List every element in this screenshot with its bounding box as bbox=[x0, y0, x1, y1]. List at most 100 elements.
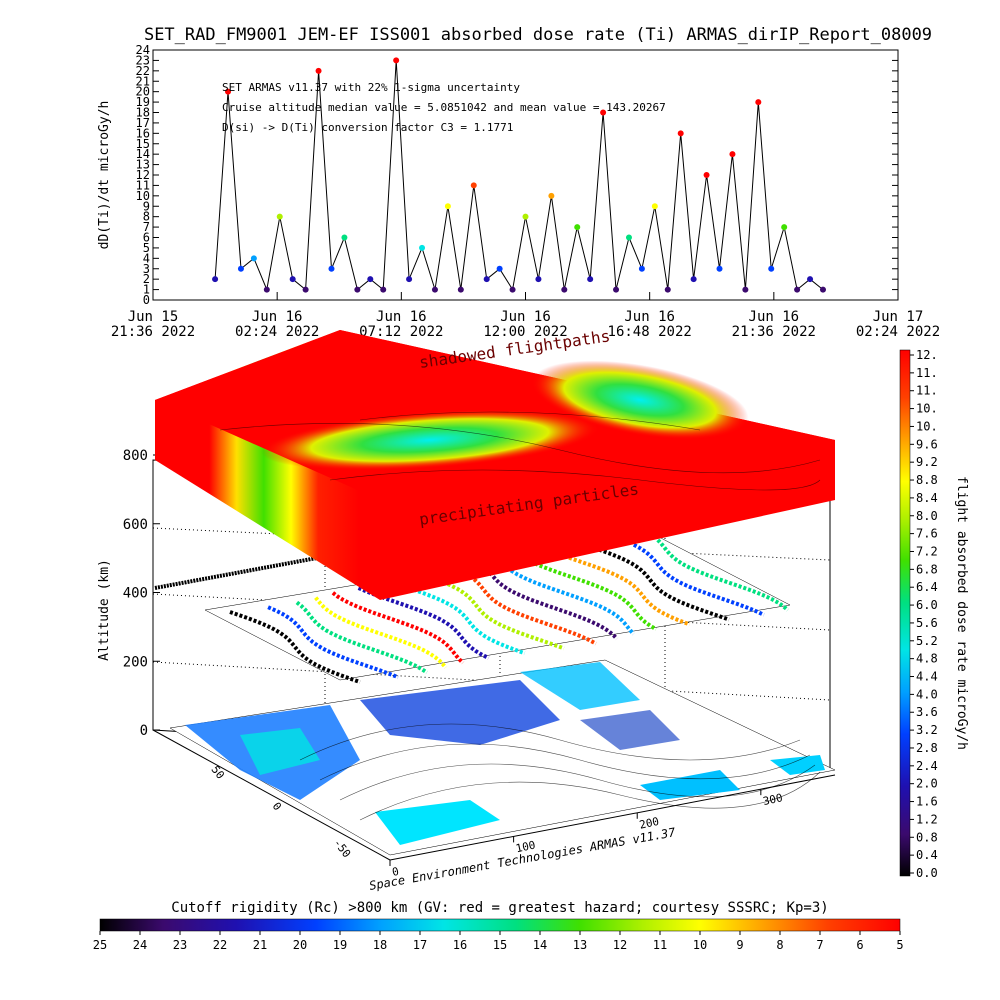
top-y-tick-label: 2 bbox=[143, 272, 150, 286]
orbit-track bbox=[314, 596, 448, 669]
map-x-axis: 0 100 200 300 bbox=[389, 789, 784, 879]
top-y-tick-label: 12 bbox=[136, 168, 150, 182]
top-panel: 0123456789101112131415161718192021222324… bbox=[97, 43, 940, 340]
right-colorbar-tick-label: 5.2 bbox=[916, 634, 938, 648]
top-x-tick-time: 21:36 2022 bbox=[732, 324, 816, 340]
orbit-track bbox=[525, 557, 658, 631]
top-x-tick-time: 16:48 2022 bbox=[608, 324, 692, 340]
bottom-colorbar-tick-label: 16 bbox=[453, 938, 467, 952]
bottom-colorbar: Cutoff rigidity (Rc) >800 km (GV: red = … bbox=[93, 900, 904, 952]
dose-rate-point bbox=[419, 244, 426, 251]
bottom-colorbar-tick-label: 17 bbox=[413, 938, 427, 952]
right-colorbar-tick-label: 8.8 bbox=[916, 473, 938, 487]
top-y-tick-label: 16 bbox=[136, 126, 150, 140]
right-colorbar-tick-label: 1.6 bbox=[916, 795, 938, 809]
right-colorbar-tick-label: 0.4 bbox=[916, 848, 938, 862]
right-colorbar-tick-label: 11. bbox=[916, 384, 938, 398]
dose-rate-point bbox=[393, 57, 400, 64]
dose-rate-point bbox=[755, 99, 762, 106]
bottom-colorbar-tick-label: 5 bbox=[896, 938, 903, 952]
bottom-colorbar-tick-label: 25 bbox=[93, 938, 107, 952]
dose-rate-point bbox=[664, 286, 671, 293]
surface-panel: 0 200 400 600 800 Altitude (km) 0 100 200 300 -… bbox=[97, 326, 836, 893]
top-x-tick-time: 21:36 2022 bbox=[111, 324, 195, 340]
dose-rate-point bbox=[587, 276, 594, 283]
right-colorbar-tick-label: 5.6 bbox=[916, 616, 938, 630]
dose-rate-point bbox=[380, 286, 387, 293]
dose-rate-point bbox=[302, 286, 309, 293]
orbit-projection-line bbox=[154, 548, 361, 590]
dose-rate-point bbox=[794, 286, 801, 293]
dose-rate-point bbox=[522, 213, 529, 220]
annotation-conversion-factor: D(si) -> D(Ti) conversion factor C3 = 1.… bbox=[222, 121, 513, 134]
right-colorbar-tick-label: 0.0 bbox=[916, 866, 938, 880]
orbit-track bbox=[558, 552, 691, 627]
right-colorbar-tick-label: 2.0 bbox=[916, 777, 938, 791]
orbit-track bbox=[357, 586, 490, 660]
figure-title: SET_RAD_FM9001 JEM-EF ISS001 absorbed do… bbox=[144, 25, 932, 45]
right-colorbar-tick-label: 1.2 bbox=[916, 812, 938, 826]
dose-slab-tracks bbox=[219, 411, 821, 491]
right-colorbar-tick-label: 12. bbox=[916, 348, 938, 362]
bottom-colorbar-tick-label: 7 bbox=[816, 938, 823, 952]
right-colorbar-tick-label: 10. bbox=[916, 419, 938, 433]
top-y-tick-label: 10 bbox=[136, 189, 150, 203]
dose-rate-point bbox=[768, 265, 775, 272]
right-colorbar-tick-label: 10. bbox=[916, 402, 938, 416]
dose-rate-point bbox=[225, 88, 232, 95]
dose-rate-point bbox=[354, 286, 361, 293]
bottom-colorbar-tick-label: 10 bbox=[693, 938, 707, 952]
top-x-tick-date: Jun 17 bbox=[873, 309, 924, 325]
dose-rate-point bbox=[625, 234, 632, 241]
top-x-tick-date: Jun 16 bbox=[252, 309, 303, 325]
top-y-tick-label: 1 bbox=[143, 283, 150, 297]
dose-rate-point bbox=[690, 276, 697, 283]
top-x-tick-time: 02:24 2022 bbox=[856, 324, 940, 340]
top-x-tick-time: 12:00 2022 bbox=[483, 324, 567, 340]
dose-rate-point bbox=[276, 213, 283, 220]
altitude-tick-label: 800 bbox=[123, 448, 148, 464]
altitude-tick-label: 200 bbox=[123, 654, 148, 670]
map-x-tick-label: 100 bbox=[515, 838, 537, 855]
top-y-tick-label: 6 bbox=[143, 231, 150, 245]
map-y-tick-label: -50 bbox=[331, 837, 353, 861]
box-floor-edge-left bbox=[152, 729, 391, 861]
top-y-tick-label: 8 bbox=[143, 210, 150, 224]
bottom-colorbar-tick-label: 19 bbox=[333, 938, 347, 952]
top-y-tick-label: 19 bbox=[136, 95, 150, 109]
dose-rate-point bbox=[613, 286, 620, 293]
dose-rate-point bbox=[328, 265, 335, 272]
right-colorbar-tick-label: 4.0 bbox=[916, 687, 938, 701]
bottom-colorbar-tick-label: 13 bbox=[573, 938, 587, 952]
right-colorbar-gradient bbox=[899, 349, 911, 877]
top-y-tick-label: 3 bbox=[143, 262, 150, 276]
map-y-tick-label: 0 bbox=[270, 800, 284, 813]
bottom-colorbar-tick-label: 20 bbox=[293, 938, 307, 952]
bottom-colorbar-tick-label: 11 bbox=[653, 938, 667, 952]
orbit-tracks bbox=[229, 538, 790, 684]
dose-rate-point bbox=[548, 192, 555, 199]
right-colorbar-tick-label: 6.0 bbox=[916, 598, 938, 612]
right-colorbar-tick-label: 4.4 bbox=[916, 670, 938, 684]
altitude-tick-label: 0 bbox=[140, 723, 148, 739]
dose-rate-point bbox=[561, 286, 568, 293]
map-x-tick-label: 0 bbox=[391, 865, 400, 879]
bottom-colorbar-tick-label: 24 bbox=[133, 938, 147, 952]
right-colorbar-tick-label: 7.2 bbox=[916, 544, 938, 558]
dose-slab-band bbox=[260, 409, 600, 471]
right-colorbar-tick-label: 9.2 bbox=[916, 455, 938, 469]
orbit-track bbox=[464, 571, 597, 646]
annotation-cruise-altitude: Cruise altitude median value = 5.0851042… bbox=[222, 101, 666, 114]
bottom-colorbar-tick-label: 9 bbox=[736, 938, 743, 952]
map-x-tick-label: 300 bbox=[762, 791, 784, 808]
orbit-track bbox=[331, 591, 465, 665]
top-y-tick-label: 4 bbox=[143, 251, 150, 265]
top-y-tick-label: 0 bbox=[143, 293, 150, 307]
right-colorbar-tick-label: 7.6 bbox=[916, 527, 938, 541]
dose-rate-point bbox=[431, 286, 438, 293]
right-colorbar-tick-label: 8.4 bbox=[916, 491, 938, 505]
right-colorbar-tick-label: 0.8 bbox=[916, 830, 938, 844]
dose-rate-point bbox=[703, 172, 710, 178]
